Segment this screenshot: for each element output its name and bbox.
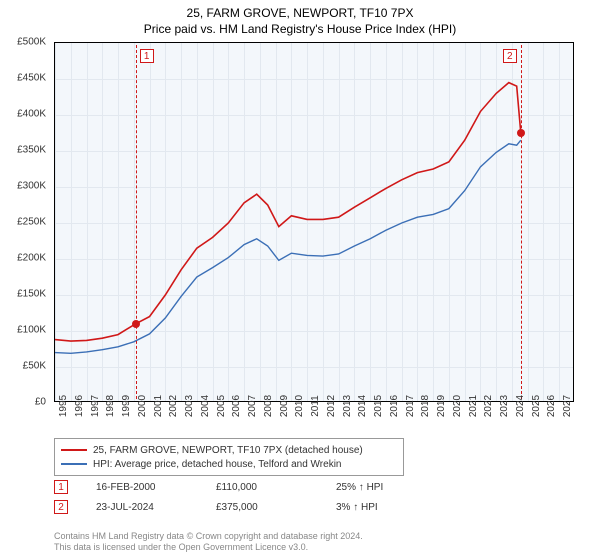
x-tick-label: 2026 — [546, 395, 557, 417]
plot-background: 12 — [54, 42, 574, 402]
sale-delta-2: 3% ↑ HPI — [336, 502, 456, 513]
series-hpi — [55, 140, 521, 353]
sale-delta-1: 25% ↑ HPI — [336, 482, 456, 493]
x-tick-label: 2012 — [326, 395, 337, 417]
x-tick-label: 2013 — [342, 395, 353, 417]
sale-date-1: 16-FEB-2000 — [96, 482, 216, 493]
footer: Contains HM Land Registry data © Crown c… — [54, 531, 363, 554]
x-tick-label: 2027 — [562, 395, 573, 417]
x-tick-label: 1997 — [90, 395, 101, 417]
y-tick-label: £200K — [17, 253, 46, 264]
x-tick-label: 2017 — [405, 395, 416, 417]
sale-row-2: 2 23-JUL-2024 £375,000 3% ↑ HPI — [54, 500, 574, 514]
sale-point-dot — [132, 320, 140, 328]
x-tick-label: 1998 — [105, 395, 116, 417]
y-tick-label: £0 — [35, 397, 46, 408]
sale-price-2: £375,000 — [216, 502, 336, 513]
x-tick-label: 2004 — [200, 395, 211, 417]
y-tick-label: £100K — [17, 325, 46, 336]
y-tick-label: £150K — [17, 289, 46, 300]
x-tick-label: 2011 — [310, 395, 321, 417]
sale-marker-box: 2 — [503, 49, 517, 63]
x-tick-label: 1995 — [58, 395, 69, 417]
x-tick-label: 2008 — [263, 395, 274, 417]
legend-swatch-property — [61, 449, 87, 451]
sale-row-1: 1 16-FEB-2000 £110,000 25% ↑ HPI — [54, 480, 574, 494]
sale-date-2: 23-JUL-2024 — [96, 502, 216, 513]
x-tick-label: 1996 — [74, 395, 85, 417]
x-tick-label: 2023 — [499, 395, 510, 417]
footer-line2: This data is licensed under the Open Gov… — [54, 542, 363, 554]
x-tick-label: 2002 — [168, 395, 179, 417]
chart-container: 25, FARM GROVE, NEWPORT, TF10 7PX Price … — [0, 0, 600, 560]
chart-area: 12 £0£50K£100K£150K£200K£250K£300K£350K£… — [54, 42, 574, 402]
x-tick-label: 2025 — [531, 395, 542, 417]
sale-marker-2: 2 — [54, 500, 68, 514]
sale-point-dot — [517, 129, 525, 137]
series-property — [55, 83, 521, 342]
x-tick-label: 2005 — [216, 395, 227, 417]
sale-marker-line — [521, 45, 522, 399]
y-tick-label: £300K — [17, 181, 46, 192]
x-tick-label: 2000 — [137, 395, 148, 417]
x-tick-label: 2010 — [294, 395, 305, 417]
y-tick-label: £500K — [17, 37, 46, 48]
legend-swatch-hpi — [61, 463, 87, 465]
legend-row-property: 25, FARM GROVE, NEWPORT, TF10 7PX (detac… — [61, 443, 397, 457]
y-tick-label: £350K — [17, 145, 46, 156]
x-tick-label: 2001 — [153, 395, 164, 417]
line-svg — [55, 43, 575, 403]
sale-price-1: £110,000 — [216, 482, 336, 493]
y-tick-label: £400K — [17, 109, 46, 120]
y-tick-label: £450K — [17, 73, 46, 84]
title-subtitle: Price paid vs. HM Land Registry's House … — [0, 22, 600, 36]
sale-marker-line — [136, 45, 137, 399]
x-tick-label: 2014 — [357, 395, 368, 417]
x-tick-label: 2003 — [184, 395, 195, 417]
title-block: 25, FARM GROVE, NEWPORT, TF10 7PX Price … — [0, 0, 600, 36]
y-tick-label: £250K — [17, 217, 46, 228]
legend: 25, FARM GROVE, NEWPORT, TF10 7PX (detac… — [54, 438, 404, 476]
x-tick-label: 2024 — [515, 395, 526, 417]
legend-label-hpi: HPI: Average price, detached house, Telf… — [93, 459, 342, 470]
x-tick-label: 2009 — [279, 395, 290, 417]
x-tick-label: 2007 — [247, 395, 258, 417]
x-tick-label: 2018 — [420, 395, 431, 417]
sale-marker-box: 1 — [140, 49, 154, 63]
x-tick-label: 1999 — [121, 395, 132, 417]
sale-marker-1: 1 — [54, 480, 68, 494]
x-tick-label: 2021 — [468, 395, 479, 417]
x-tick-label: 2019 — [436, 395, 447, 417]
legend-row-hpi: HPI: Average price, detached house, Telf… — [61, 457, 397, 471]
x-tick-label: 2022 — [483, 395, 494, 417]
x-tick-label: 2016 — [389, 395, 400, 417]
title-address: 25, FARM GROVE, NEWPORT, TF10 7PX — [0, 6, 600, 20]
x-tick-label: 2015 — [373, 395, 384, 417]
y-tick-label: £50K — [23, 361, 46, 372]
x-tick-label: 2006 — [231, 395, 242, 417]
footer-line1: Contains HM Land Registry data © Crown c… — [54, 531, 363, 543]
x-tick-label: 2020 — [452, 395, 463, 417]
legend-label-property: 25, FARM GROVE, NEWPORT, TF10 7PX (detac… — [93, 445, 363, 456]
